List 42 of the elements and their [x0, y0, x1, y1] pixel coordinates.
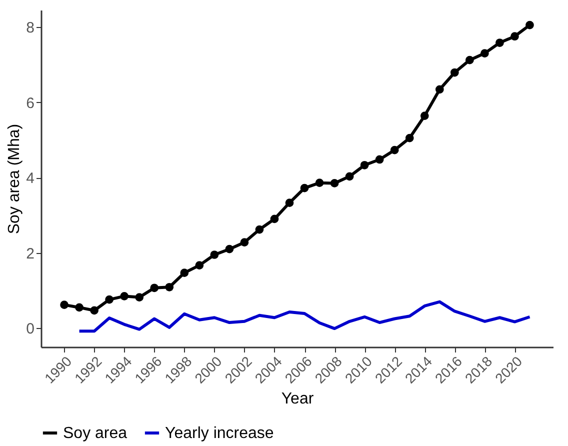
point — [345, 172, 354, 181]
point — [526, 20, 534, 30]
point — [435, 85, 444, 94]
point — [405, 134, 414, 142]
point — [270, 214, 279, 224]
point — [360, 160, 369, 170]
point — [120, 292, 129, 300]
y-tick-label: 0 — [26, 320, 34, 338]
point — [480, 49, 489, 58]
legend-label: Soy area — [63, 425, 128, 442]
y-tick-label: 6 — [26, 94, 34, 112]
point — [180, 268, 189, 277]
y-tick-label: 4 — [26, 170, 34, 188]
line-series — [78, 300, 532, 333]
point — [225, 244, 234, 254]
point — [240, 238, 249, 246]
x-axis-title: Year — [281, 390, 314, 408]
point — [60, 300, 68, 310]
point — [315, 178, 324, 188]
point — [420, 112, 429, 120]
y-axis-title: Soy area (Mha) — [6, 124, 24, 234]
point — [195, 261, 204, 270]
point — [496, 38, 504, 47]
y-tick-label: 2 — [26, 245, 34, 262]
point — [255, 225, 264, 234]
legend-label: Yearly increase — [165, 425, 274, 442]
point — [90, 306, 98, 315]
point — [135, 293, 144, 302]
point — [450, 68, 459, 77]
point — [75, 303, 84, 312]
point — [165, 282, 174, 292]
point — [300, 184, 309, 192]
y-tick-label: 8 — [26, 19, 34, 36]
point — [285, 198, 294, 207]
point — [210, 250, 219, 259]
point — [105, 295, 114, 304]
point — [510, 32, 519, 41]
point — [465, 56, 474, 64]
point — [330, 179, 339, 188]
point — [150, 284, 159, 292]
point — [375, 155, 384, 164]
point — [390, 146, 399, 154]
